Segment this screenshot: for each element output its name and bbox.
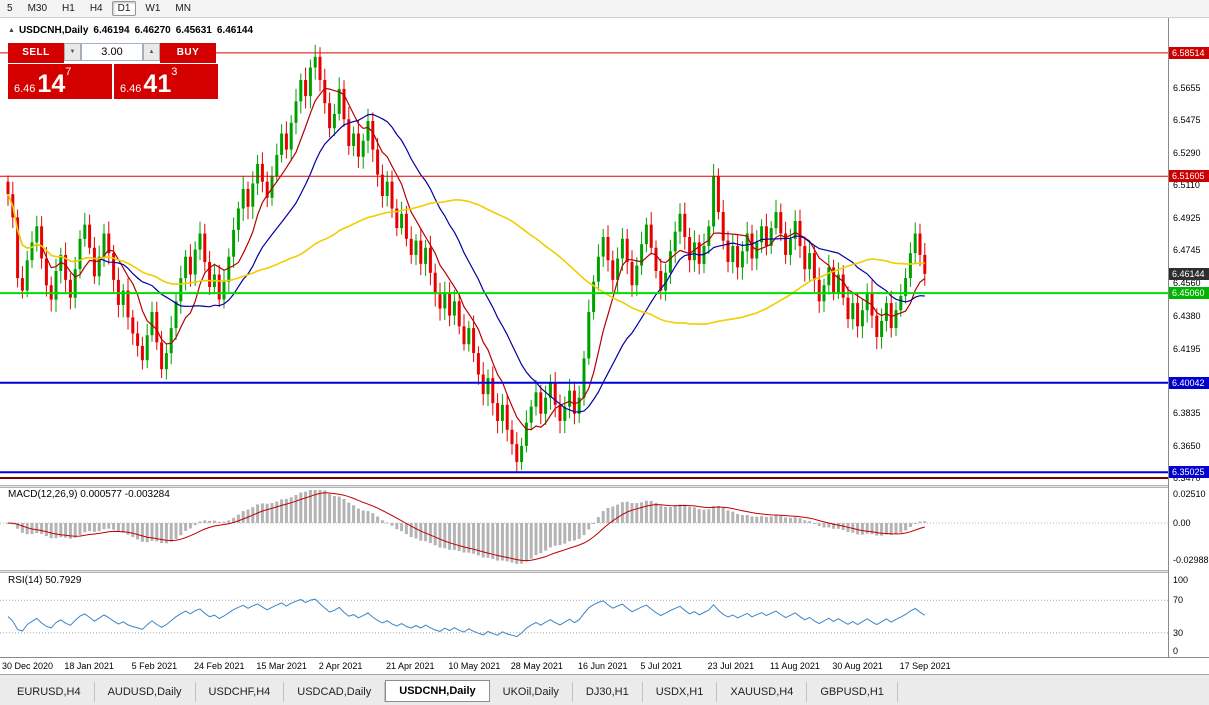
ma-60-line	[7, 193, 925, 326]
sell-price-base: 6.46	[14, 83, 36, 95]
macd-axis-tick: 0.00	[1173, 518, 1191, 528]
chart-info-line: ▲ USDCNH,Daily 6.46194 6.46270 6.45631 6.4614…	[8, 25, 258, 36]
timeframe-toolbar: 5 M30 H1 H4 D1 W1 MN	[0, 0, 1209, 18]
price-marker: 6.58514	[1169, 46, 1209, 59]
date-tick: 2 Apr 2021	[318, 661, 363, 671]
sell-price-display[interactable]: 6.46 14 7	[8, 64, 112, 99]
trade-prices-row: 6.46 14 7 6.46 41 3	[8, 64, 220, 99]
date-tick: 23 Jul 2021	[707, 661, 755, 671]
timeframe-button-mn[interactable]: MN	[175, 3, 191, 14]
timeframe-button-5[interactable]: 5	[7, 3, 13, 14]
macd-signal-line	[7, 492, 925, 562]
volume-input[interactable]	[81, 43, 143, 61]
ohlc-close: 6.46144	[216, 25, 254, 36]
timeframe-button-d1[interactable]: D1	[111, 1, 137, 16]
date-tick: 5 Feb 2021	[131, 661, 178, 671]
price-marker: 6.40042	[1169, 376, 1209, 389]
timeframe-button-w1[interactable]: W1	[145, 3, 161, 14]
timeframe-button-m30[interactable]: M30	[27, 3, 48, 14]
chart-tab-dj30[interactable]: DJ30,H1	[573, 682, 643, 702]
rsi-axis-tick: 30	[1173, 627, 1184, 638]
date-tick: 15 Mar 2021	[256, 661, 307, 671]
volume-decrease-button[interactable]: ▼	[64, 43, 81, 61]
price-tick: 6.4745	[1173, 245, 1201, 256]
rsi-line	[7, 598, 926, 638]
timeframe-button-h4[interactable]: H4	[89, 3, 103, 14]
ohlc-low: 6.45631	[175, 25, 212, 36]
candles-layer	[6, 44, 927, 472]
ma-20-line	[7, 113, 925, 413]
chart-tab-usdcnh[interactable]: USDCNH,Daily	[385, 680, 490, 702]
price-tick: 6.5475	[1173, 115, 1201, 126]
price-tick: 6.4925	[1173, 213, 1201, 224]
price-tick: 6.5290	[1173, 148, 1201, 159]
trade-controls-row: SELL ▼ ▲ BUY	[8, 43, 220, 63]
ohlc-high: 6.46270	[134, 25, 171, 36]
rsi-label: RSI(14) 50.7929	[8, 575, 82, 586]
price-marker: 6.46144	[1169, 267, 1209, 280]
chart-tabs-bar: EURUSD,H4 AUDUSD,Daily USDCHF,H4 USDCAD,Dai…	[0, 674, 1209, 705]
collapse-panel-icon[interactable]: ▲	[8, 27, 15, 34]
buy-price-pipette: 3	[171, 66, 178, 78]
sell-button[interactable]: SELL	[8, 43, 64, 63]
chevron-up-icon: ▲	[148, 49, 155, 55]
date-tick: 10 May 2021	[448, 661, 501, 671]
buy-button[interactable]: BUY	[160, 43, 216, 63]
chart-tab-usdchf[interactable]: USDCHF,H4	[196, 682, 285, 702]
chart-tab-xauusd[interactable]: XAUUSD,H4	[717, 682, 808, 702]
buy-price-pips: 41	[143, 70, 172, 98]
chevron-down-icon: ▼	[69, 49, 76, 55]
volume-increase-button[interactable]: ▲	[143, 43, 160, 61]
price-tick: 6.5655	[1173, 83, 1201, 93]
buy-price-display[interactable]: 6.46 41 3	[114, 64, 218, 99]
date-tick: 24 Feb 2021	[194, 661, 245, 671]
rsi-axis-tick: 70	[1173, 595, 1184, 606]
chart-tab-ukoil[interactable]: UKOil,Daily	[490, 682, 573, 702]
macd-label: MACD(12,26,9) 0.000577 -0.003284	[8, 489, 170, 500]
one-click-trading-panel: SELL ▼ ▲ BUY 6.46 14 7 6.46 41 3	[8, 43, 220, 99]
ohlc-open: 6.46194	[93, 25, 130, 36]
date-tick: 21 Apr 2021	[386, 661, 435, 671]
time-axis[interactable]: 30 Dec 2020 18 Jan 2021 5 Feb 2021 24 Feb 2…	[0, 657, 1209, 674]
horizontal-lines-layer	[0, 52, 1168, 479]
price-marker: 6.35025	[1169, 466, 1209, 479]
panel-divider[interactable]	[0, 570, 1209, 573]
chart-symbol-label: USDCNH,Daily	[18, 25, 89, 36]
timeframe-button-h1[interactable]: H1	[62, 3, 75, 14]
price-tick: 6.5110	[1173, 180, 1200, 191]
price-axis[interactable]: 6.5655 6.5475 6.5290 6.5110 6.4925 6.4745 6.45…	[1168, 18, 1209, 657]
macd-histogram	[6, 490, 927, 564]
date-tick: 30 Dec 2020	[2, 661, 54, 671]
sell-price-pipette: 7	[65, 66, 72, 78]
chart-tab-usdcad[interactable]: USDCAD,Daily	[284, 682, 386, 702]
rsi-axis-tick: 100	[1173, 575, 1189, 585]
date-tick: 11 Aug 2021	[770, 661, 820, 671]
price-tick: 6.3835	[1173, 407, 1201, 418]
date-tick: 16 Jun 2021	[578, 661, 628, 671]
ma-8-line	[7, 87, 926, 431]
chart-tab-eurusd[interactable]: EURUSD,H4	[4, 682, 95, 702]
chart-tab-gbpusd[interactable]: GBPUSD,H1	[807, 682, 898, 702]
rsi-axis-tick: 0	[1173, 646, 1179, 656]
date-tick: 5 Jul 2021	[640, 661, 682, 671]
date-tick: 18 Jan 2021	[64, 661, 114, 671]
chart-canvas[interactable]	[0, 0, 1168, 674]
price-marker: 6.45060	[1169, 287, 1209, 300]
price-tick: 6.4195	[1173, 343, 1201, 354]
panel-divider[interactable]	[0, 485, 1209, 488]
price-tick: 6.4560	[1173, 278, 1201, 289]
price-marker: 6.51605	[1169, 170, 1209, 183]
date-tick: 30 Aug 2021	[832, 661, 883, 671]
buy-price-base: 6.46	[120, 83, 142, 95]
date-tick: 17 Sep 2021	[899, 661, 951, 671]
date-tick: 28 May 2021	[510, 661, 563, 671]
price-tick: 6.3650	[1173, 440, 1201, 451]
chart-tab-usdx[interactable]: USDX,H1	[643, 682, 718, 702]
sell-price-pips: 14	[37, 70, 66, 98]
macd-axis-tick: -0.02988	[1173, 555, 1209, 566]
macd-axis-tick: 0.02510	[1173, 489, 1206, 499]
chart-tab-audusd[interactable]: AUDUSD,Daily	[95, 682, 196, 702]
price-tick: 6.4380	[1173, 310, 1201, 321]
